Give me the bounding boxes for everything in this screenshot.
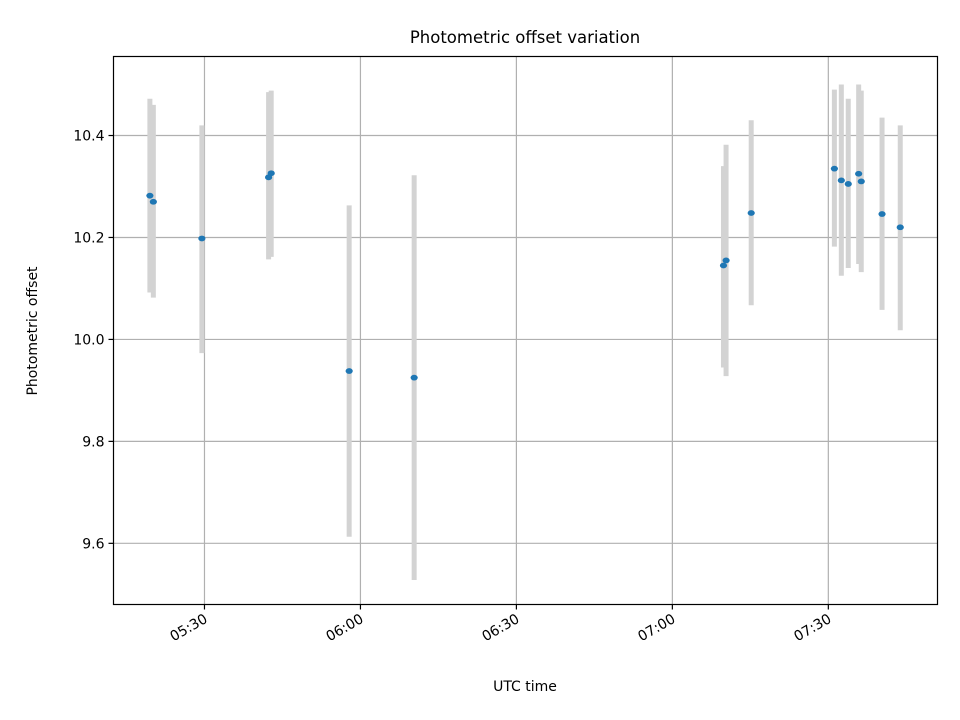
data-point: [345, 368, 353, 374]
grid-layer: [113, 56, 938, 605]
data-point: [844, 181, 852, 187]
data-point: [719, 262, 728, 269]
y-tick-label: 9.6: [82, 536, 104, 552]
data-point: [837, 177, 845, 184]
x-axis-label: UTC time: [493, 679, 557, 695]
data-point: [878, 211, 886, 217]
data-point: [146, 192, 154, 199]
data-layer: [146, 84, 904, 581]
data-point: [896, 224, 904, 231]
data-point: [410, 374, 418, 381]
plot-frame: [112, 55, 939, 606]
y-tick-label: 10.2: [73, 230, 104, 246]
data-point: [830, 165, 838, 172]
y-axis-label: Photometric offset: [25, 266, 41, 396]
y-tick-label: 10.0: [73, 332, 104, 348]
data-point: [857, 178, 865, 185]
data-point: [149, 198, 157, 205]
data-point: [747, 210, 755, 216]
data-point: [198, 235, 206, 242]
data-point: [855, 170, 863, 177]
chart-title: Photometric offset variation: [410, 28, 640, 47]
y-tick-label: 10.4: [73, 129, 104, 145]
y-tick-label: 9.8: [82, 434, 104, 450]
data-point: [267, 170, 275, 177]
data-point: [722, 257, 730, 264]
